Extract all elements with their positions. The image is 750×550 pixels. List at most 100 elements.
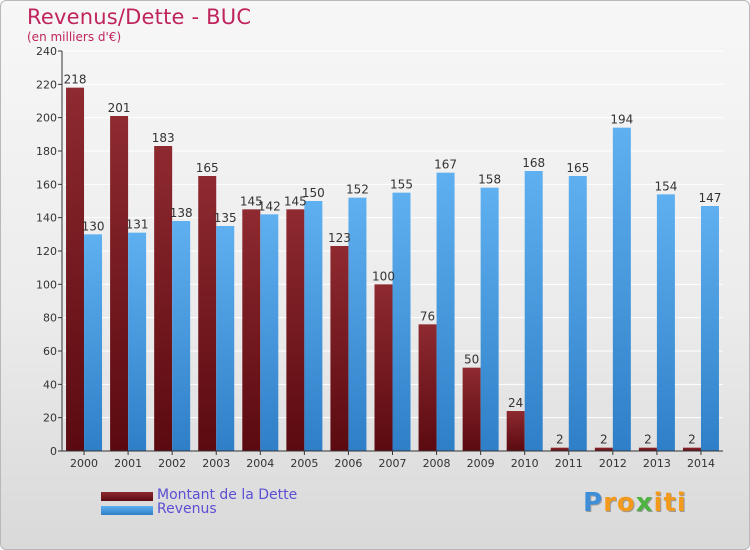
data-label-revenue: 131 [126, 218, 149, 232]
bar-revenue [128, 232, 147, 451]
legend-label-debt: Montant de la Dette [157, 487, 298, 503]
legend-swatch-debt [101, 492, 153, 501]
x-tick-label: 2004 [246, 457, 274, 470]
data-label-revenue: 168 [522, 156, 545, 170]
bar-debt [594, 447, 613, 451]
chart-title: Revenus/Dette - BUC [27, 5, 252, 29]
x-tick-label: 2014 [687, 457, 715, 470]
y-tick-label: 240 [36, 45, 57, 58]
logo-letter: i [653, 488, 664, 518]
data-label-debt: 2 [600, 433, 608, 447]
y-tick-label: 60 [43, 345, 57, 358]
data-label-debt: 165 [196, 161, 219, 175]
bar-debt [418, 324, 437, 451]
data-label-debt: 123 [328, 231, 351, 245]
data-label-revenue: 152 [346, 183, 369, 197]
data-label-revenue: 194 [610, 113, 633, 127]
data-label-debt: 2 [556, 433, 564, 447]
bar-debt [286, 209, 305, 451]
y-tick-label: 100 [36, 278, 57, 291]
x-tick-label: 2000 [70, 457, 98, 470]
legend-swatch-revenue [101, 506, 153, 515]
bar-revenue [480, 187, 499, 451]
x-tick-label: 2013 [643, 457, 671, 470]
data-label-revenue: 138 [170, 206, 193, 220]
proxiti-logo: Proxiti [583, 488, 687, 518]
x-tick-label: 2006 [334, 457, 362, 470]
y-tick-label: 220 [36, 78, 57, 91]
bar-debt [506, 411, 525, 451]
bar-revenue [84, 234, 103, 451]
data-label-debt: 201 [108, 101, 131, 115]
y-tick-label: 20 [43, 412, 57, 425]
data-label-debt: 24 [508, 396, 523, 410]
bar-debt [110, 116, 129, 451]
data-label-revenue: 158 [478, 173, 501, 187]
y-tick-label: 140 [36, 212, 57, 225]
data-label-revenue: 130 [82, 219, 105, 233]
data-label-debt: 2 [644, 433, 652, 447]
bar-debt [242, 209, 261, 451]
data-label-debt: 76 [420, 309, 435, 323]
data-label-revenue: 165 [566, 161, 589, 175]
bar-revenue [172, 221, 191, 451]
x-tick-label: 2007 [379, 457, 407, 470]
bar-revenue [216, 226, 235, 451]
logo-letter: r [603, 488, 617, 518]
data-label-debt: 218 [64, 73, 87, 87]
y-tick-label: 200 [36, 112, 57, 125]
bar-revenue [436, 172, 455, 451]
data-label-revenue: 167 [434, 158, 457, 172]
data-label-revenue: 142 [258, 199, 281, 213]
bar-debt [550, 447, 569, 451]
y-tick-label: 120 [36, 245, 57, 258]
x-tick-label: 2009 [467, 457, 495, 470]
bar-debt [638, 447, 657, 451]
data-label-debt: 2 [688, 433, 696, 447]
data-label-revenue: 147 [699, 191, 722, 205]
data-label-debt: 183 [152, 131, 175, 145]
data-label-revenue: 155 [390, 178, 413, 192]
bar-revenue [612, 127, 631, 452]
logo-letter: x [635, 488, 654, 518]
data-label-revenue: 150 [302, 186, 325, 200]
bar-revenue [348, 197, 367, 451]
bar-revenue [392, 192, 411, 451]
y-tick-label: 40 [43, 378, 57, 391]
x-tick-label: 2005 [290, 457, 318, 470]
y-tick-label: 180 [36, 145, 57, 158]
bar-revenue [260, 214, 279, 451]
y-tick-label: 0 [50, 445, 57, 458]
logo-letter: i [676, 488, 687, 518]
bar-revenue [656, 194, 675, 452]
logo-letter: t [663, 488, 677, 518]
bar-debt [462, 367, 481, 451]
data-label-debt: 100 [372, 269, 395, 283]
bar-debt [198, 176, 217, 451]
x-tick-label: 2001 [114, 457, 142, 470]
chart-subtitle: (en milliers d'€) [27, 30, 122, 44]
y-tick-label: 80 [43, 312, 57, 325]
bar-debt [330, 246, 349, 451]
logo-letter: o [616, 488, 636, 518]
bar-debt [374, 284, 393, 451]
legend-label-revenue: Revenus [157, 501, 217, 517]
logo-letter: P [583, 488, 604, 518]
data-label-debt: 145 [240, 194, 263, 208]
bar-revenue [304, 201, 323, 451]
data-label-revenue: 154 [654, 179, 677, 193]
bar-revenue [568, 176, 587, 451]
data-label-revenue: 135 [214, 211, 237, 225]
bar-debt [66, 87, 85, 452]
x-tick-label: 2002 [158, 457, 186, 470]
y-tick-label: 160 [36, 178, 57, 191]
x-tick-label: 2008 [423, 457, 451, 470]
x-tick-label: 2010 [511, 457, 539, 470]
bar-debt [682, 447, 701, 451]
x-tick-label: 2012 [599, 457, 627, 470]
x-tick-label: 2011 [555, 457, 583, 470]
bar-debt [154, 146, 173, 451]
bar-revenue [524, 171, 543, 451]
